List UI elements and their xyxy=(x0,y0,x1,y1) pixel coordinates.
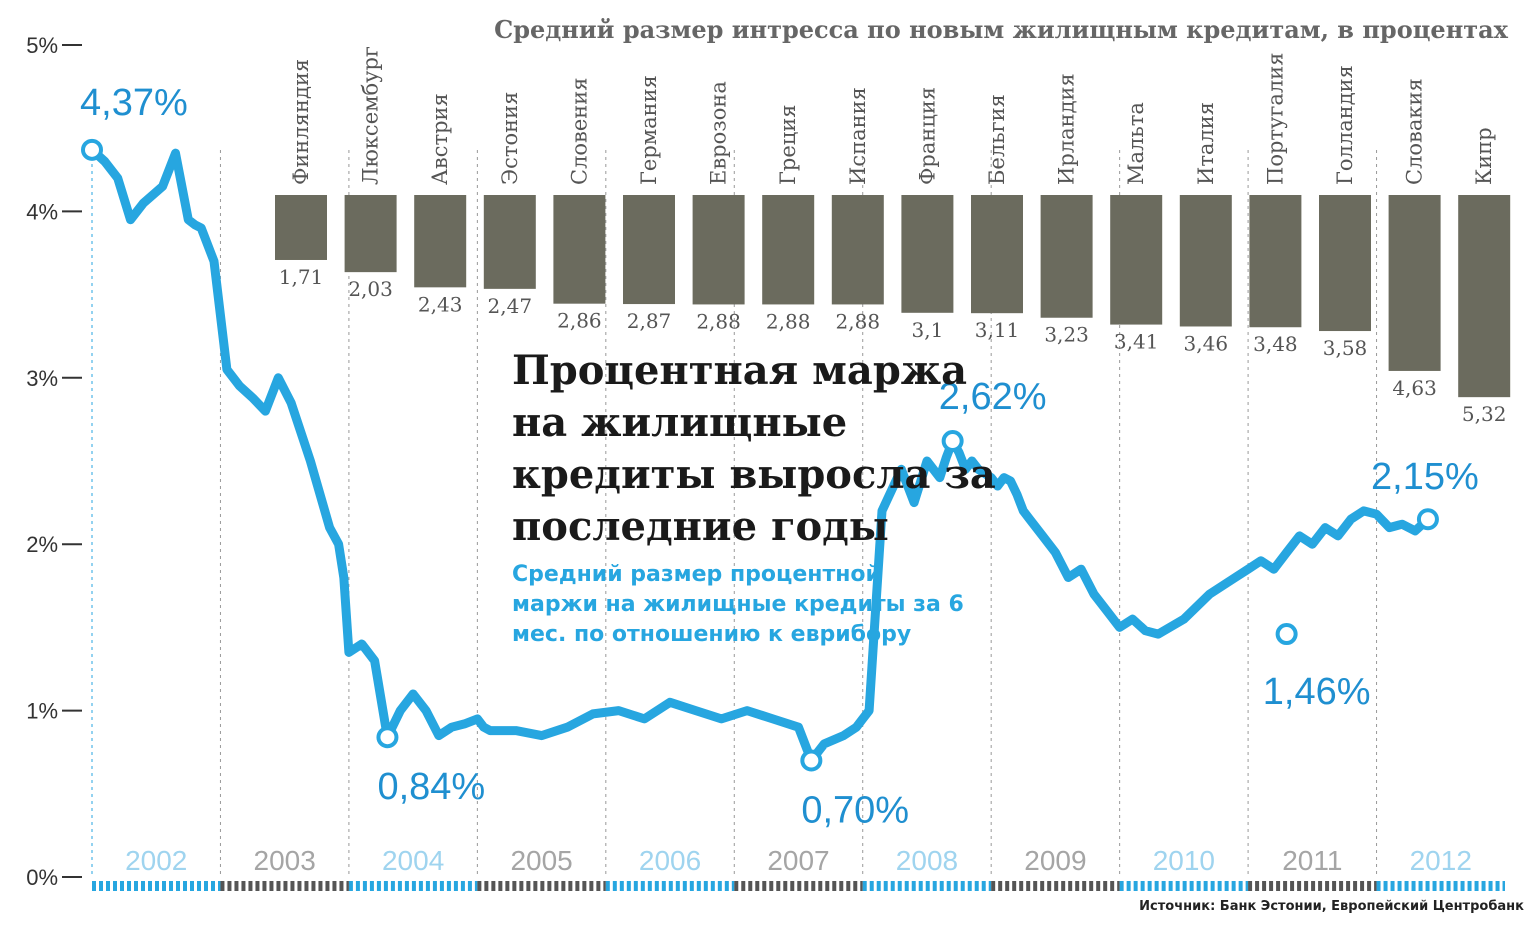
country-label: Финляндия xyxy=(289,59,313,185)
bar-chart-title: Средний размер интресса по новым жилищны… xyxy=(494,15,1509,44)
annotation-marker xyxy=(376,726,399,749)
y-tick-label: 4% xyxy=(26,199,58,224)
year-label: 2012 xyxy=(1410,845,1472,876)
country-bar xyxy=(1040,195,1093,318)
country-bar xyxy=(344,195,397,273)
bar-value-label: 3,58 xyxy=(1323,336,1368,360)
country-bar xyxy=(553,195,606,304)
bar-value-label: 3,46 xyxy=(1184,331,1229,355)
bar-value-label: 2,87 xyxy=(627,309,672,333)
annotation-marker xyxy=(81,138,103,161)
year-label: 2007 xyxy=(767,845,829,876)
annotation-label: 4,37% xyxy=(80,82,188,124)
country-bar xyxy=(623,195,675,305)
annotation-label: 0,70% xyxy=(801,790,909,832)
country-bar xyxy=(1110,195,1163,325)
country-label: Италия xyxy=(1194,102,1218,185)
country-label: Португалия xyxy=(1263,53,1287,185)
country-bar xyxy=(971,195,1023,314)
bar-value-label: 2,86 xyxy=(557,309,602,333)
annotation-marker xyxy=(1416,508,1439,531)
country-label: Франция xyxy=(915,87,939,185)
bar-value-label: 2,88 xyxy=(836,309,881,333)
country-bar xyxy=(1179,195,1232,327)
year-label: 2005 xyxy=(510,845,572,876)
annotation-label: 0,84% xyxy=(377,766,485,808)
bar-value-label: 2,43 xyxy=(418,292,463,316)
bar-value-label: 2,88 xyxy=(696,309,741,333)
country-label: Германия xyxy=(637,75,661,185)
year-label: 2009 xyxy=(1024,845,1086,876)
country-bar xyxy=(762,195,815,305)
country-bar xyxy=(1388,195,1441,371)
chart-caption: Средний размер процентной маржи на жилищ… xyxy=(512,562,964,647)
country-label: Испания xyxy=(846,87,870,185)
y-tick-label: 3% xyxy=(26,366,58,391)
year-label: 2004 xyxy=(382,845,444,876)
year-label: 2011 xyxy=(1282,845,1342,876)
country-bar xyxy=(1249,195,1302,328)
country-label: Еврозона xyxy=(707,81,731,185)
annotation-marker xyxy=(941,430,964,453)
country-bar xyxy=(1458,195,1511,398)
bar-value-label: 5,32 xyxy=(1462,402,1507,426)
source-note: Источник: Банк Эстонии, Европейский Цент… xyxy=(1139,899,1524,914)
country-label: Греция xyxy=(776,104,800,185)
year-label: 2002 xyxy=(125,845,187,876)
bar-value-label: 2,47 xyxy=(488,294,533,318)
country-label: Эстония xyxy=(498,92,522,185)
year-label: 2010 xyxy=(1153,845,1215,876)
annotation-marker xyxy=(1275,623,1298,646)
chart-headline: Процентная маржа на жилищные кредиты выр… xyxy=(512,347,996,550)
bar-value-label: 4,63 xyxy=(1392,376,1437,400)
bar-value-label: 2,03 xyxy=(348,277,393,301)
country-label: Бельгия xyxy=(985,94,1009,185)
country-label: Кипр xyxy=(1472,127,1496,185)
margin-line xyxy=(87,145,1433,765)
bar-value-label: 3,23 xyxy=(1044,323,1089,347)
country-label: Словакия xyxy=(1403,78,1427,185)
y-tick-label: 0% xyxy=(26,865,58,890)
y-tick-label: 2% xyxy=(26,532,58,557)
country-label: Ирландия xyxy=(1055,73,1079,185)
annotation-label: 1,46% xyxy=(1263,671,1371,713)
bar-value-label: 1,71 xyxy=(279,265,324,289)
bar-value-label: 3,11 xyxy=(975,318,1020,342)
country-bar xyxy=(275,195,327,260)
annotation-label: 2,62% xyxy=(939,376,1047,418)
bar-value-label: 2,88 xyxy=(766,309,811,333)
country-label: Австрия xyxy=(428,93,452,185)
country-bar xyxy=(901,195,954,313)
country-bar xyxy=(692,195,745,305)
year-label: 2006 xyxy=(639,845,701,876)
year-label: 2003 xyxy=(254,845,316,876)
annotation-marker xyxy=(800,749,823,772)
annotation-label: 2,15% xyxy=(1371,456,1479,498)
country-bar xyxy=(831,195,884,305)
bar-value-label: 3,1 xyxy=(911,318,943,342)
bar-value-label: 3,41 xyxy=(1114,330,1159,354)
y-tick-label: 1% xyxy=(26,699,58,724)
year-label: 2008 xyxy=(896,845,958,876)
country-bar xyxy=(483,195,536,289)
y-tick-label: 5% xyxy=(26,33,58,58)
country-bar xyxy=(1319,195,1371,332)
country-bar xyxy=(414,195,467,288)
country-label: Мальта xyxy=(1124,102,1148,185)
country-label: Люксембург xyxy=(359,46,383,185)
country-label: Словения xyxy=(567,77,591,185)
country-label: Голландия xyxy=(1333,65,1357,185)
bar-value-label: 3,48 xyxy=(1253,332,1298,356)
